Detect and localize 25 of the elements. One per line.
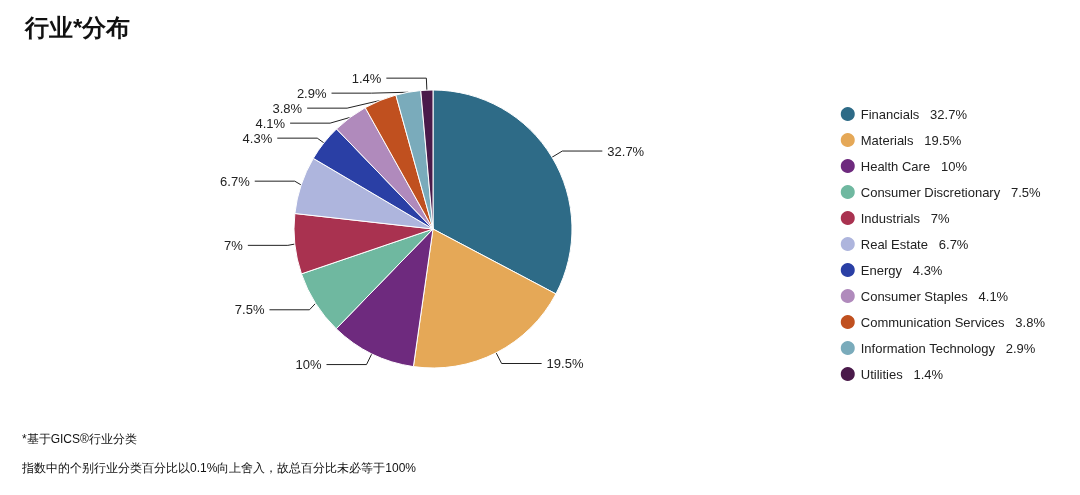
data-label: 6.7% — [220, 173, 251, 189]
data-label: 7% — [224, 237, 244, 253]
legend-label: Utilities 1.4% — [860, 366, 944, 382]
legend-label: Real Estate 6.7% — [860, 236, 969, 252]
data-label: 2.9% — [296, 85, 327, 101]
text: *基于GICS®行业分类 — [22, 432, 137, 446]
legend-label: Financials 32.7% — [860, 106, 968, 122]
text: 指数中的个别行业分类百分比以0.1%向上舍入，故总百分比未必等于100% — [21, 461, 417, 475]
data-label: 32.7% — [607, 143, 645, 159]
legend-label: Information Technology 2.9% — [860, 340, 1036, 356]
legend-label: Energy 4.3% — [860, 262, 943, 278]
data-label: 10% — [295, 357, 322, 373]
data-label: 4.1% — [255, 115, 286, 131]
legend-label: Industrials 7% — [860, 210, 951, 226]
data-label: 1.4% — [351, 70, 382, 86]
legend-label: Health Care 10% — [860, 158, 968, 174]
legend-label: Materials 19.5% — [860, 132, 962, 148]
data-label: 3.8% — [272, 100, 303, 116]
legend-label: Consumer Staples 4.1% — [860, 288, 1009, 304]
data-label: 19.5% — [546, 356, 584, 372]
data-label: 7.5% — [234, 302, 265, 318]
legend-label: Consumer Discretionary 7.5% — [860, 184, 1042, 200]
legend-label: Communication Services 3.8% — [860, 314, 1046, 330]
chart-title: 行业*分布 — [24, 13, 131, 41]
data-label: 4.3% — [242, 130, 273, 146]
